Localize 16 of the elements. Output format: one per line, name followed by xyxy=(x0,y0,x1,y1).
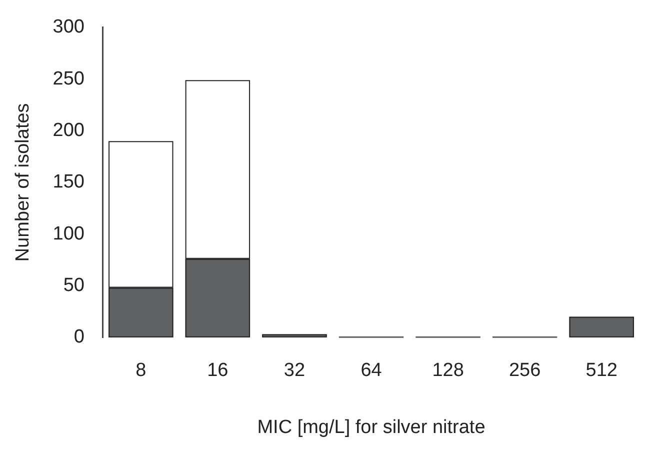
y-tick-label: 300 xyxy=(52,16,84,38)
y-tick-label: 50 xyxy=(63,274,84,296)
x-tick-label: 8 xyxy=(136,360,146,382)
y-tick-label: 100 xyxy=(52,223,84,244)
y-tick-label: 200 xyxy=(52,120,84,141)
x-tick-label: 16 xyxy=(207,360,228,382)
y-tick-label: 0 xyxy=(74,326,84,348)
y-tick-label: 150 xyxy=(52,172,84,193)
x-tick-label: 64 xyxy=(360,360,382,382)
x-axis-title: MIC [mg/L] for silver nitrate xyxy=(257,416,486,438)
x-tick-label: 128 xyxy=(432,360,464,382)
y-axis-title: Number of isolates xyxy=(12,103,34,262)
x-tick-label: 512 xyxy=(586,360,618,382)
y-tick-label: 250 xyxy=(52,68,84,90)
x-tick-label: 32 xyxy=(284,360,306,382)
x-tick-label: 256 xyxy=(508,360,541,382)
